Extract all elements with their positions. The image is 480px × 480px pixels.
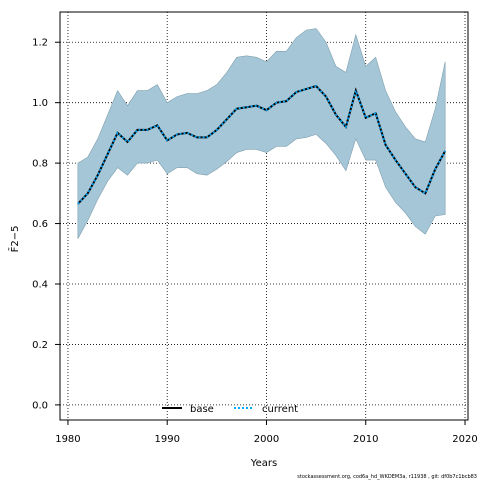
y-axis-title: F̄2−5 <box>8 226 21 253</box>
legend-label-base: base <box>190 404 214 415</box>
legend-label-current: current <box>262 404 298 415</box>
x-tick-label-2010: 2010 <box>353 434 378 445</box>
y-tick-label-0.2: 0.2 <box>32 340 48 351</box>
y-tick-label-1.2: 1.2 <box>32 38 48 49</box>
y-tick-label-0.8: 0.8 <box>32 159 48 170</box>
series-line-current <box>77 85 446 205</box>
y-tick-label-0.6: 0.6 <box>32 219 48 230</box>
x-axis-ticks: 1980 1990 2000 2010 2020 <box>55 420 478 445</box>
y-axis-ticks: 0.0 0.2 0.4 0.6 0.8 1.0 1.2 <box>32 38 60 411</box>
plot-frame <box>59 11 469 421</box>
x-tick-label-2000: 2000 <box>254 434 279 445</box>
y-tick-label-0.4: 0.4 <box>32 280 48 291</box>
x-tick-label-1980: 1980 <box>55 434 80 445</box>
x-tick-label-1990: 1990 <box>154 434 179 445</box>
confidence-band <box>77 28 446 239</box>
grid-lines <box>60 12 468 420</box>
footer-credit: stockassessment.org, cod6a_hd_WKDEM3a, r… <box>297 474 477 480</box>
x-tick-label-2020: 2020 <box>452 434 477 445</box>
y-tick-label-1: 1.0 <box>32 98 48 109</box>
legend: base current <box>162 404 298 415</box>
x-axis-title: Years <box>250 458 277 469</box>
y-tick-label-0: 0.0 <box>32 400 48 411</box>
